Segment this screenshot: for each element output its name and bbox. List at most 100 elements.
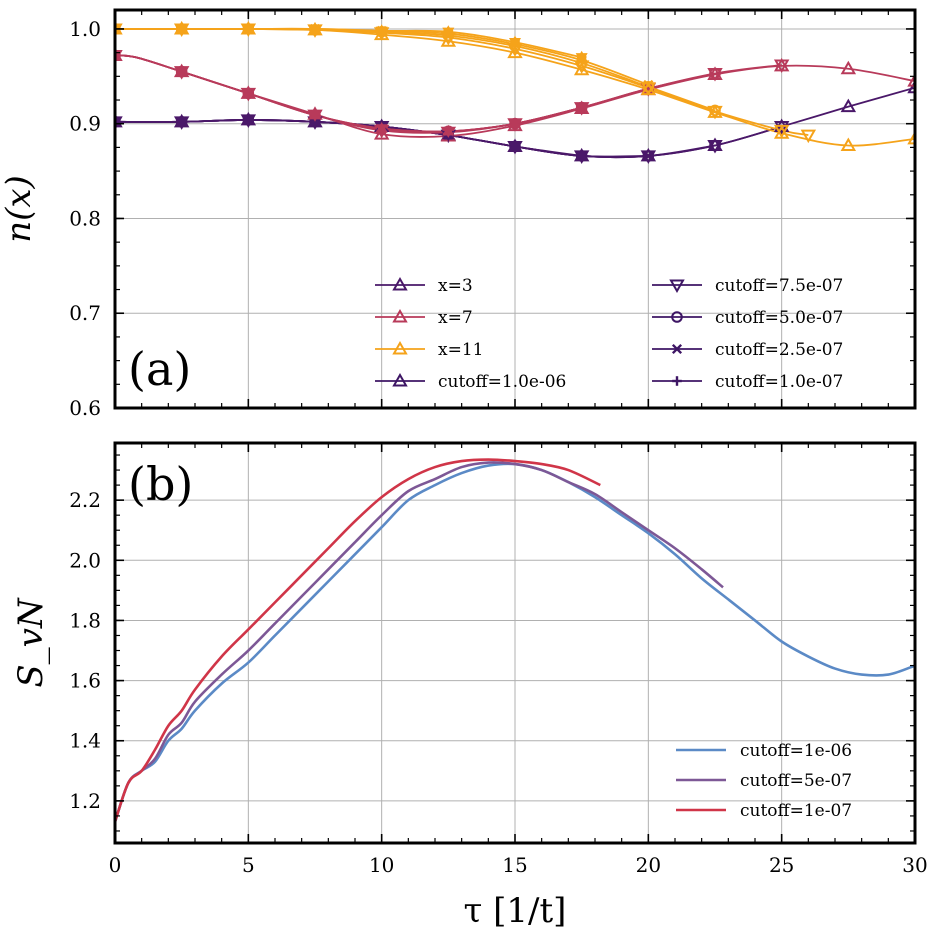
legend-marker <box>671 343 683 355</box>
series-overlap-point-x3 <box>242 113 255 127</box>
series-point-x11 <box>709 104 721 117</box>
panel-b-xtick-label: 20 <box>636 853 661 877</box>
legend-b-label: cutoff=1e-06 <box>740 741 852 761</box>
series-overlap-point-x11 <box>309 22 321 36</box>
series-point-x3 <box>709 139 721 152</box>
panel-b-xtick-label: 25 <box>769 853 794 877</box>
panel-a-series <box>115 20 915 164</box>
legend-marker <box>392 276 408 291</box>
panel-a-frame <box>113 8 917 410</box>
panel-a-legend: x=3 x=7 x=11 cutoff=1.0e-06 cutoff=7.5e-07 cu… <box>375 276 843 392</box>
legend-entry-2: x=11 <box>375 340 483 360</box>
panel-b-label: (b) <box>128 457 193 511</box>
panel-a-ylabel: n(x) <box>0 175 39 243</box>
legend-label: cutoff=7.5e-07 <box>715 276 843 296</box>
legend-entry-4: cutoff=7.5e-07 <box>652 276 843 296</box>
series-point-x11 <box>642 80 655 93</box>
series-overlap-point-x7 <box>509 117 521 131</box>
panel-a-ticks: 0.6 0.7 0.8 0.9 1.0 <box>69 10 916 420</box>
series-point-x7 <box>709 67 721 80</box>
panel-b-xtick-label: 5 <box>242 853 255 877</box>
panel-a-ytick-label: 0.8 <box>69 206 101 230</box>
panel-b-ticks: 0 5 10 15 20 25 30 1.2 1.4 1.6 1.8 2.0 2.2 <box>69 443 928 877</box>
series-point-x3 <box>773 121 790 135</box>
series-overlap-point-x7 <box>175 64 188 79</box>
panel-a-ytick-label: 0.7 <box>69 301 101 325</box>
legend-b-entry-2: cutoff=1e-07 <box>676 801 852 821</box>
series-point-x3 <box>907 79 915 94</box>
series-point-x7 <box>907 73 915 87</box>
legend-label: cutoff=5.0e-07 <box>715 308 843 328</box>
series-overlap-point-x7 <box>375 121 388 136</box>
series-point-x11 <box>773 124 790 139</box>
panel-a: 0.6 0.7 0.8 0.9 1.0 (a) n(x) x=3 x=7 x=11 cutof… <box>0 8 917 420</box>
panel-b-ytick-label: 2.0 <box>69 548 101 572</box>
panel-a-ytick-label: 0.6 <box>69 396 101 420</box>
panel-b-xtick-label: 10 <box>369 853 394 877</box>
panel-b-ytick-label: 1.6 <box>69 669 101 693</box>
series-point-x7 <box>773 59 790 73</box>
legend-label: x=11 <box>438 340 483 360</box>
legend-marker <box>392 372 408 387</box>
panel-a-ytick-label: 1.0 <box>69 17 101 41</box>
legend-entry-6: cutoff=2.5e-07 <box>652 340 843 360</box>
panel-b-ytick-label: 2.2 <box>69 488 101 512</box>
svn-line-1 <box>115 461 724 823</box>
legend-b-label: cutoff=1e-07 <box>740 801 852 821</box>
series-overlap-point-x11 <box>442 25 455 39</box>
series-point-x11 <box>573 61 590 76</box>
series-line-x11-14 <box>115 27 582 59</box>
panel-b-xtick-label: 30 <box>902 853 927 877</box>
series-point-x11 <box>707 105 723 120</box>
series-overlap-point-x11 <box>242 22 255 36</box>
series-overlap-point-x7 <box>442 124 455 138</box>
panel-a-label: (a) <box>128 342 191 396</box>
series-overlap-point-x7 <box>309 108 321 122</box>
panel-b: 0 5 10 15 20 25 301.21.41.61.82.02.2 (b) S_vN … <box>11 441 928 931</box>
svn-line-0 <box>115 462 915 823</box>
series-point-x11 <box>907 130 915 145</box>
panel-b-series <box>115 458 915 823</box>
legend-marker <box>392 340 408 355</box>
series-overlap-point-x11 <box>509 35 521 49</box>
series-overlap-point-x3 <box>175 115 188 129</box>
series-overlap-point-x11 <box>575 50 588 64</box>
panel-b-ylabel: S_vN <box>11 597 51 688</box>
series-point-x11 <box>507 44 523 59</box>
series-line-x11-12 <box>115 27 716 112</box>
panel-b-ytick-label: 1.4 <box>69 729 101 753</box>
legend-label: cutoff=1.0e-06 <box>438 372 566 392</box>
legend-marker <box>672 376 682 386</box>
panel-b-xlabel: τ [1/t] <box>464 891 567 931</box>
legend-entry-1: x=7 <box>375 308 473 328</box>
legend-entry-7: cutoff=1.0e-07 <box>652 372 843 392</box>
legend-label: cutoff=1.0e-07 <box>715 372 843 392</box>
legend-marker <box>671 311 683 323</box>
legend-marker <box>669 279 685 294</box>
legend-b-label: cutoff=5e-07 <box>740 771 852 791</box>
legend-entry-3: cutoff=1.0e-06 <box>375 372 566 392</box>
legend-label: x=7 <box>438 308 473 328</box>
legend-label: x=3 <box>438 276 473 296</box>
panel-a-ytick-label: 0.9 <box>69 112 101 136</box>
legend-entry-5: cutoff=5.0e-07 <box>652 308 843 328</box>
panel-b-xtick-label: 0 <box>109 853 122 877</box>
series-point-x3 <box>840 98 857 113</box>
series-overlap-point-x7 <box>575 101 588 115</box>
svn-line-2 <box>115 458 601 823</box>
panel-b-legend: cutoff=1e-06 cutoff=5e-07 cutoff=1e-07 <box>676 741 852 821</box>
series-point-x11 <box>643 79 654 90</box>
series-overlap-point-x11 <box>375 24 388 38</box>
series-point-x3 <box>642 150 655 162</box>
series-point-x7 <box>840 60 857 75</box>
legend-entry-0: x=3 <box>375 276 473 296</box>
panel-b-frame <box>113 441 917 845</box>
panel-b-ytick-label: 1.2 <box>69 789 101 813</box>
series-point-x11 <box>840 137 857 152</box>
legend-b-entry-1: cutoff=5e-07 <box>676 771 852 791</box>
series-line-x3-2 <box>115 119 716 159</box>
series-overlap-point-x3 <box>509 139 521 154</box>
series-point-x3 <box>643 150 654 161</box>
legend-marker <box>392 308 408 323</box>
